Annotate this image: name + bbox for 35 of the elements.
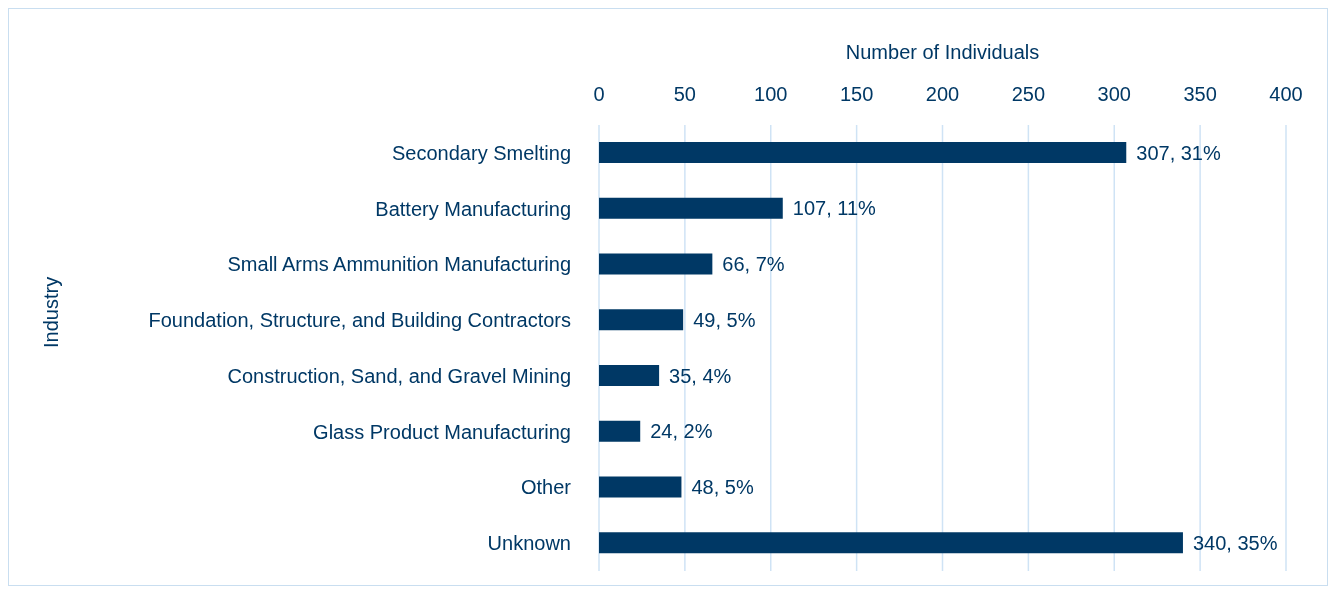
bar <box>599 532 1183 554</box>
x-tick-label: 400 <box>1269 83 1303 105</box>
y-tick-label: Unknown <box>487 532 571 555</box>
y-axis-title: Industry <box>40 276 63 348</box>
y-tick-label: Foundation, Structure, and Building Contractors <box>148 309 571 332</box>
data-label: 107, 11% <box>792 197 877 220</box>
bar <box>599 197 783 219</box>
data-label: 307, 31% <box>1136 141 1221 164</box>
data-label: 48, 5% <box>691 476 754 498</box>
x-tick-label: 0 <box>593 83 605 105</box>
data-label: 35, 4% <box>669 364 732 387</box>
x-tick-label: 150 <box>839 83 874 105</box>
data-label: 49, 5% <box>693 308 756 331</box>
y-tick-label: Other <box>520 476 572 499</box>
bar <box>599 476 682 498</box>
bar <box>599 365 660 386</box>
x-axis-title: Number of Individuals <box>845 41 1040 64</box>
bar <box>599 309 684 331</box>
y-tick-label: Secondary Smelting <box>392 141 571 164</box>
x-tick-label: 100 <box>754 83 788 105</box>
bar <box>599 253 713 275</box>
data-label: 340, 35% <box>1192 531 1278 554</box>
bar <box>599 142 1127 163</box>
y-tick-label: Glass Product Manufacturing <box>313 420 571 443</box>
x-tick-label: 50 <box>673 83 696 105</box>
x-tick-label: 250 <box>1011 83 1046 105</box>
data-label: 66, 7% <box>722 253 785 275</box>
y-tick-label: Battery Manufacturing <box>375 197 571 220</box>
x-tick-label: 300 <box>1097 83 1131 105</box>
data-label: 24, 2% <box>650 420 713 443</box>
bar <box>599 420 641 442</box>
x-tick-label: 350 <box>1183 83 1217 105</box>
y-tick-label: Small Arms Ammunition Manufacturing <box>227 253 571 276</box>
y-tick-label: Construction, Sand, and Gravel Mining <box>227 364 571 387</box>
x-tick-label: 200 <box>925 83 960 105</box>
